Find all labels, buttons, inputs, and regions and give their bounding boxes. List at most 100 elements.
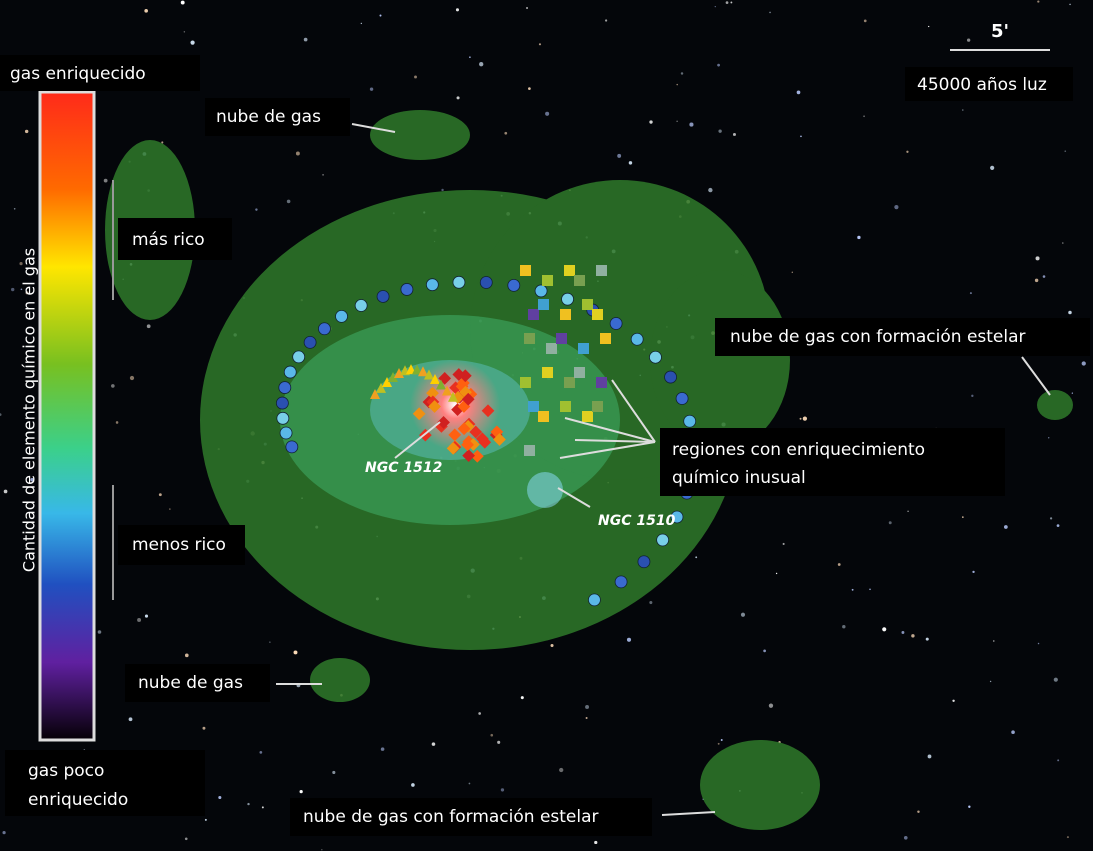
star <box>432 742 436 746</box>
square-marker <box>574 367 585 378</box>
star <box>990 681 991 682</box>
star <box>184 31 185 32</box>
circle-marker <box>631 333 643 345</box>
star <box>304 38 308 42</box>
star <box>504 132 507 135</box>
star <box>972 571 974 573</box>
star <box>181 1 185 5</box>
colorbar-axis-label: Cantidad de elemento químico en el gas <box>20 248 39 572</box>
star <box>469 783 471 785</box>
star <box>130 376 134 380</box>
star <box>901 631 904 634</box>
star <box>681 72 683 74</box>
star <box>255 208 257 210</box>
star <box>1082 361 1086 365</box>
star <box>1048 437 1049 438</box>
star <box>550 644 553 647</box>
star <box>838 563 841 566</box>
star <box>294 650 298 654</box>
star <box>1036 256 1040 260</box>
circle-marker <box>318 323 330 335</box>
star <box>144 9 148 13</box>
star <box>185 837 188 840</box>
label: enriquecido <box>28 790 128 810</box>
star <box>469 56 471 58</box>
star <box>769 12 771 14</box>
star <box>1057 759 1059 761</box>
star <box>14 208 16 210</box>
square-marker <box>600 333 611 344</box>
star <box>993 640 995 642</box>
star <box>970 292 972 294</box>
star <box>649 601 652 604</box>
circle-marker <box>355 300 367 312</box>
star <box>269 641 271 643</box>
label: nube de gas con formación estelar <box>730 327 1026 347</box>
star <box>559 768 563 772</box>
star <box>361 23 362 24</box>
star <box>479 62 483 66</box>
square-marker <box>596 377 607 388</box>
circle-marker <box>480 277 492 289</box>
star <box>545 112 549 116</box>
star <box>129 717 133 721</box>
label: gas poco <box>28 761 104 781</box>
star <box>145 615 148 618</box>
label: nube de gas <box>138 673 243 693</box>
label: químico inusual <box>672 468 806 488</box>
star <box>247 803 249 805</box>
star <box>1035 279 1038 282</box>
star <box>715 6 716 7</box>
star <box>379 15 381 17</box>
square-marker <box>528 309 539 320</box>
circle-marker <box>280 427 292 439</box>
circle-marker <box>284 366 296 378</box>
star <box>911 634 914 637</box>
star <box>649 120 652 123</box>
star <box>928 755 932 759</box>
circle-marker <box>562 293 574 305</box>
square-marker <box>524 333 535 344</box>
star <box>456 8 459 11</box>
square-marker <box>574 275 585 286</box>
star <box>501 788 504 791</box>
star <box>526 7 528 9</box>
star <box>971 395 973 397</box>
star <box>904 836 908 840</box>
star <box>25 130 28 133</box>
star <box>1037 0 1039 2</box>
circle-marker <box>676 393 688 405</box>
circle-marker <box>615 576 627 588</box>
star <box>169 508 171 510</box>
square-marker <box>528 401 539 412</box>
square-marker <box>582 411 593 422</box>
star <box>797 91 801 95</box>
star <box>907 511 908 512</box>
star <box>689 123 693 127</box>
star <box>457 96 460 99</box>
star <box>11 288 14 291</box>
star <box>411 783 415 787</box>
circle-marker <box>610 317 622 329</box>
star <box>116 421 119 424</box>
star <box>1062 242 1064 244</box>
scale-angle: 5' <box>991 21 1009 42</box>
star <box>800 418 802 420</box>
annotated-galaxy-image: Cantidad de elemento químico en el gas g… <box>0 0 1093 851</box>
star <box>763 649 766 652</box>
star <box>629 161 632 164</box>
circle-marker <box>279 382 291 394</box>
label: nube de gas <box>216 107 321 127</box>
circle-marker <box>684 415 696 427</box>
star <box>863 115 865 117</box>
star <box>586 717 588 719</box>
star <box>926 638 929 641</box>
star <box>889 521 892 524</box>
square-marker <box>520 377 531 388</box>
star <box>147 324 151 328</box>
circle-marker <box>286 441 298 453</box>
circle-marker <box>304 336 316 348</box>
star <box>968 806 970 808</box>
circle-marker <box>535 285 547 297</box>
star <box>708 188 712 192</box>
